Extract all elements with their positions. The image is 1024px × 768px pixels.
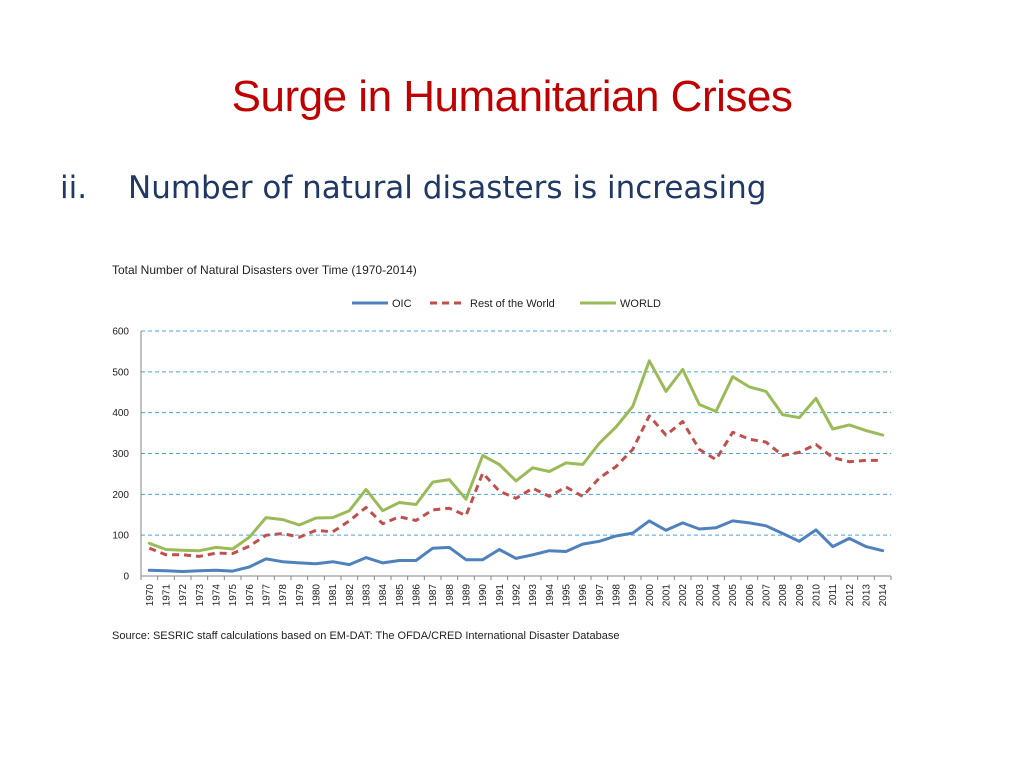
x-tick-label: 1994: [545, 584, 556, 607]
x-tick-label: 1982: [345, 584, 356, 607]
y-tick-label: 100: [112, 531, 129, 542]
y-tick-label: 400: [112, 408, 129, 419]
chart-gridlines: [141, 330, 891, 536]
legend-label: WORLD: [620, 298, 661, 310]
x-tick-label: 2003: [695, 584, 706, 607]
x-tick-label: 1992: [512, 584, 523, 607]
y-tick-label: 0: [123, 572, 129, 583]
x-tick-label: 2010: [812, 584, 823, 607]
x-tick-label: 1991: [495, 584, 506, 607]
source-note: Source: SESRIC staff calculations based …: [112, 630, 620, 642]
series-line-oic: [147, 519, 885, 573]
x-tick-label: 1980: [312, 584, 323, 607]
x-tick-label: 1995: [562, 584, 573, 607]
x-tick-label: 1976: [245, 584, 256, 607]
x-tick-label: 2008: [778, 584, 789, 607]
x-tick-label: 2009: [795, 584, 806, 607]
x-tick-label: 2005: [728, 584, 739, 607]
x-tick-label: 1984: [378, 584, 389, 607]
x-tick-label: 1972: [178, 584, 189, 607]
x-tick-label: 1973: [195, 584, 206, 607]
x-tick-label: 1983: [362, 584, 373, 607]
bullet-text: Number of natural disasters is increasin…: [128, 170, 767, 206]
series-line-world: [147, 359, 885, 553]
y-tick-label: 600: [112, 327, 129, 338]
x-tick-label: 2013: [862, 584, 873, 607]
x-tick-label: 1990: [478, 584, 489, 607]
x-tick-label: 2011: [828, 584, 839, 606]
x-tick-label: 2000: [645, 584, 656, 607]
chart-series: [147, 359, 885, 573]
x-tick-label: 2004: [712, 584, 723, 607]
x-tick-label: 1985: [395, 584, 406, 607]
x-tick-label: 1987: [428, 584, 439, 607]
x-tick-label: 2002: [678, 584, 689, 607]
x-tick-label: 1998: [612, 584, 623, 607]
y-tick-label: 500: [112, 367, 129, 378]
legend-label: OIC: [392, 298, 412, 310]
x-tick-label: 2006: [745, 584, 756, 607]
x-tick-label: 1996: [578, 584, 589, 607]
x-tick-label: 1970: [145, 584, 156, 607]
x-tick-label: 1974: [212, 584, 223, 607]
slide-title: Surge in Humanitarian Crises: [231, 72, 793, 121]
x-tick-label: 1997: [595, 584, 606, 607]
y-tick-label: 300: [112, 449, 129, 460]
x-tick-label: 1988: [445, 584, 456, 607]
legend-label: Rest of the World: [470, 298, 555, 310]
x-tick-label: 1989: [462, 584, 473, 607]
x-tick-label: 1978: [278, 584, 289, 607]
bullet-number: ii.: [60, 170, 88, 206]
chart-title: Total Number of Natural Disasters over T…: [112, 263, 417, 277]
chart-legend: OIC Rest of the World WORLD: [352, 298, 661, 310]
x-tick-label: 2001: [662, 584, 673, 607]
chart-axes: 0 100 200 300 400 500 600 1970 1971 1972 1973 1974 1…: [112, 327, 892, 607]
x-tick-label: 2014: [878, 584, 889, 607]
x-tick-label: 1977: [262, 584, 273, 607]
x-tick-label: 1975: [228, 584, 239, 607]
x-tick-label: 1981: [328, 584, 339, 607]
series-line-rest-of-the-world: [148, 414, 883, 558]
x-tick-label: 1979: [295, 584, 306, 607]
y-tick-label: 200: [112, 490, 129, 501]
x-tick-label: 1993: [528, 584, 539, 607]
x-tick-label: 1999: [628, 584, 639, 607]
x-tick-label: 1986: [412, 584, 423, 607]
x-tick-label: 1971: [162, 584, 173, 607]
x-tick-label: 2007: [762, 584, 773, 607]
x-tick-label: 2012: [845, 584, 856, 607]
bullet-point: ii. Number of natural disasters is increa…: [60, 170, 766, 206]
